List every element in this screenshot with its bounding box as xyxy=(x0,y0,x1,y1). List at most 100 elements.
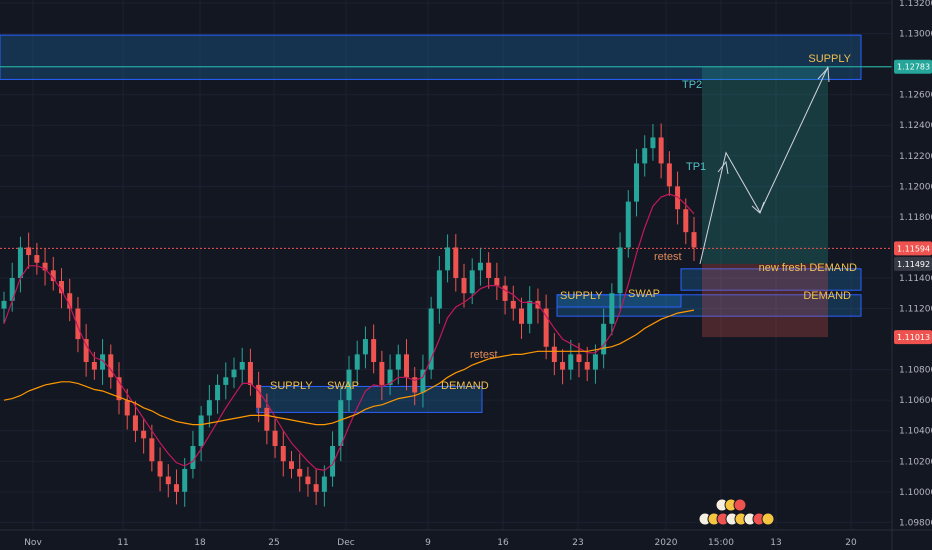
candle-body xyxy=(551,346,557,362)
candle-body xyxy=(297,468,303,477)
candle-body xyxy=(321,476,327,492)
time-tick-label: Nov xyxy=(24,538,42,548)
price-tag-label: 1.12783 xyxy=(897,63,930,72)
candle-body xyxy=(404,354,409,378)
tp2-label: TP2 xyxy=(682,79,702,91)
price-tag[interactable] xyxy=(894,330,932,345)
candle-body xyxy=(371,339,377,362)
ma-slow-line xyxy=(3,309,695,426)
gridlines xyxy=(0,0,892,530)
candle-body xyxy=(469,270,475,294)
zone-label-demand: DEMAND xyxy=(803,290,851,302)
price-tick-label: 1.13200 xyxy=(899,0,932,9)
candle-body xyxy=(198,415,204,446)
candle-body xyxy=(617,247,623,294)
candle-body xyxy=(527,300,533,324)
candle-body xyxy=(1,300,7,309)
candle-body xyxy=(346,369,352,401)
tp1-label: TP1 xyxy=(686,161,706,173)
candle-body xyxy=(634,163,639,202)
candle-body xyxy=(683,209,689,233)
zone-box xyxy=(556,294,682,308)
projection-path xyxy=(699,66,830,265)
price-tick-label: 1.12400 xyxy=(899,121,932,131)
time-tick-label: 18 xyxy=(194,538,206,548)
candle-body xyxy=(461,277,467,294)
candle-body xyxy=(625,201,631,248)
price-tag[interactable] xyxy=(894,59,932,74)
zone-label-supply-2: SUPPLY xyxy=(560,290,603,302)
candle-body xyxy=(387,369,393,385)
time-tick-label: 15:00 xyxy=(708,538,734,548)
candle-body xyxy=(576,354,582,362)
candle-body xyxy=(313,484,319,492)
candle-body xyxy=(174,484,179,492)
price-tag[interactable] xyxy=(894,241,932,256)
retest-label-2: retest xyxy=(470,349,498,361)
candle-body xyxy=(124,400,130,416)
candle-body xyxy=(34,255,40,263)
candle-body xyxy=(91,361,97,370)
zone-label-supply-3: SUPPLY xyxy=(270,380,313,392)
candle-body xyxy=(215,384,221,401)
zone-label-swap-3: SWAP xyxy=(327,380,359,392)
price-tick-label: 1.13000 xyxy=(899,30,932,40)
candle-body xyxy=(116,377,122,401)
candle-body xyxy=(17,247,23,278)
candle-body xyxy=(412,377,418,393)
time-axis[interactable]: Nov 11 18 25 Dec 9 16 23 2020 15:00 13 20 xyxy=(0,529,932,548)
arrowhead xyxy=(717,160,729,175)
price-axis[interactable]: 1.13200 1.13000 1.12600 1.12400 1.12200 1.120… xyxy=(891,0,932,550)
candle-body xyxy=(666,163,672,187)
event-icon[interactable] xyxy=(761,512,775,526)
candle-body xyxy=(494,277,500,286)
candle-body xyxy=(165,476,171,485)
event-icon[interactable] xyxy=(733,498,747,512)
candle-body xyxy=(272,430,278,446)
arrowhead xyxy=(751,201,765,214)
candle-body xyxy=(609,293,615,324)
candle-body xyxy=(379,361,385,385)
candle-body xyxy=(519,308,524,324)
price-tag-label: 1.11492 xyxy=(897,260,930,269)
time-tick-label: 13 xyxy=(770,538,781,548)
price-axis-bg xyxy=(892,0,932,550)
price-tag-label: 1.11594 xyxy=(897,244,930,253)
candle-body xyxy=(362,339,368,355)
price-tick-label: 1.12200 xyxy=(899,152,932,162)
price-tick-label: 1.10600 xyxy=(899,396,932,406)
candle-body xyxy=(231,369,237,378)
candle-body xyxy=(420,369,426,393)
price-tick-label: 1.09800 xyxy=(899,518,932,528)
candle-body xyxy=(50,270,56,282)
candle-body xyxy=(132,415,138,431)
zone-label-swap-2: SWAP xyxy=(628,288,660,300)
event-icons[interactable] xyxy=(698,498,775,526)
candle-body xyxy=(691,232,697,248)
candle-body xyxy=(592,354,598,370)
arrowhead xyxy=(817,66,830,83)
candle-body xyxy=(658,137,664,164)
price-tick-label: 1.11400 xyxy=(899,274,932,284)
price-tick-label: 1.10000 xyxy=(899,488,932,498)
candle-body xyxy=(9,277,15,301)
candle-body xyxy=(264,407,270,431)
time-tick-label: Dec xyxy=(337,538,354,548)
profit-zone xyxy=(702,66,828,264)
candle-body xyxy=(650,137,656,149)
candle-body xyxy=(182,468,188,492)
price-tag[interactable] xyxy=(894,256,932,271)
price-tick-label: 1.11200 xyxy=(899,305,932,315)
ma-fast-line xyxy=(3,193,695,472)
candle-body xyxy=(83,339,89,362)
candle-body xyxy=(26,247,32,256)
candle-body xyxy=(223,377,229,385)
candle-body xyxy=(75,308,81,340)
price-tick-label: 1.10400 xyxy=(899,427,932,437)
candle-body xyxy=(428,308,434,370)
candle-body xyxy=(149,438,155,462)
price-tick-label: 1.11800 xyxy=(899,213,932,223)
